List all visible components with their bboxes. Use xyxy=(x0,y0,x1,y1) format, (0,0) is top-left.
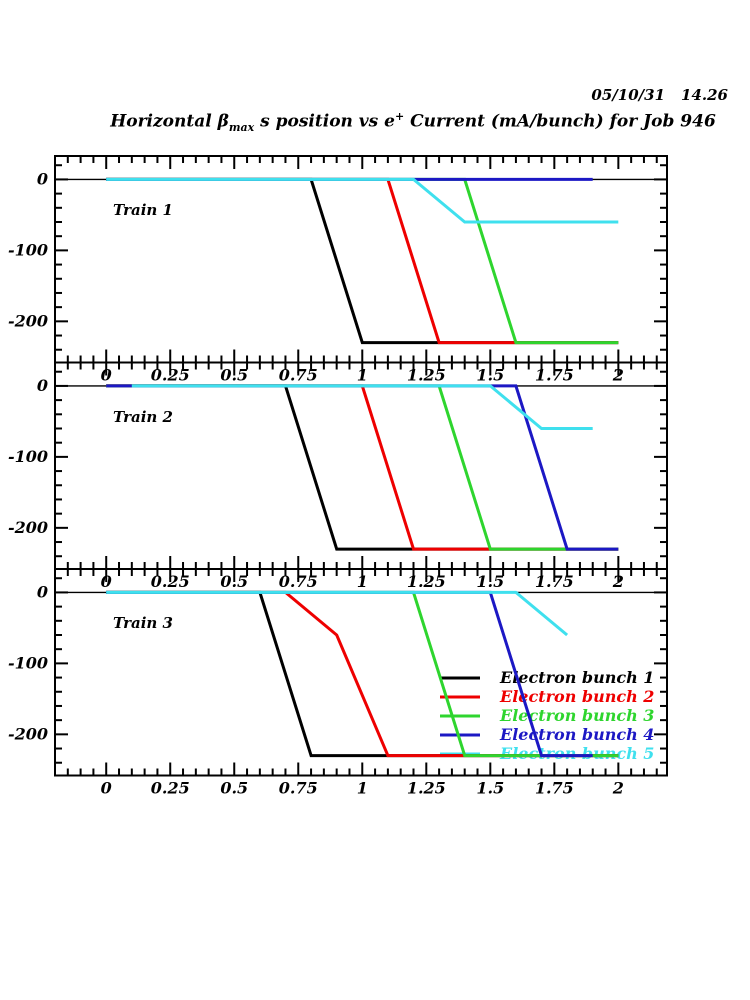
series-line-train-1-electron-bunch-5 xyxy=(106,177,619,224)
series-line-train-1-electron-bunch-3 xyxy=(106,177,619,345)
title-mid: s position vs e xyxy=(254,111,395,132)
panel-frame xyxy=(54,155,668,364)
panel-frame xyxy=(54,361,668,570)
panel-frame xyxy=(54,568,668,777)
title-beta-subscript: max xyxy=(228,121,255,135)
panel-label-train-2: Train 2 xyxy=(113,408,173,426)
series-line-train-1-electron-bunch-1 xyxy=(106,177,619,345)
series-line-train-2-electron-bunch-4 xyxy=(106,384,619,551)
title-superscript: + xyxy=(395,110,405,123)
chart-title: Horizontal βmax s position vs e+ Current… xyxy=(60,110,750,134)
series-line-train-2-electron-bunch-5 xyxy=(131,384,593,430)
series-line-train-1-electron-bunch-2 xyxy=(106,177,619,345)
x-tick-label: 0.5 xyxy=(220,779,248,798)
y-tick-label: -200 xyxy=(8,518,48,537)
title-suffix: Current (mA/bunch) for Job 946 xyxy=(404,111,716,132)
legend-label-electron-bunch-1: Electron bunch 1 xyxy=(499,668,654,687)
legend-label-electron-bunch-5: Electron bunch 5 xyxy=(499,744,654,763)
x-tick-label: 0 xyxy=(101,779,112,798)
y-tick-label: -100 xyxy=(8,653,48,672)
panel-label-train-3: Train 3 xyxy=(113,614,173,632)
x-tick-label: 1.75 xyxy=(535,779,574,798)
timestamp: 05/10/31 14.26 xyxy=(0,86,728,104)
title-prefix: Horizontal β xyxy=(110,111,229,132)
y-tick-label: -200 xyxy=(8,724,48,743)
x-tick-label: 1.25 xyxy=(407,779,446,798)
timestamp-time: 14.26 xyxy=(681,86,728,104)
legend-label-electron-bunch-3: Electron bunch 3 xyxy=(499,706,654,725)
timestamp-date: 05/10/31 xyxy=(591,86,666,104)
panel-label-train-1: Train 1 xyxy=(113,201,173,219)
y-tick-label: -100 xyxy=(8,240,48,259)
legend-label-electron-bunch-4: Electron bunch 4 xyxy=(499,725,654,744)
x-tick-label: 0.25 xyxy=(151,779,190,798)
legend-label-electron-bunch-2: Electron bunch 2 xyxy=(499,687,654,706)
x-tick-label: 0.75 xyxy=(279,779,318,798)
y-tick-label: -200 xyxy=(8,311,48,330)
y-tick-label: 0 xyxy=(37,169,48,188)
y-tick-label: -100 xyxy=(8,447,48,466)
y-tick-label: 0 xyxy=(37,582,48,601)
x-tick-label: 1.5 xyxy=(476,779,504,798)
x-tick-label: 1 xyxy=(357,779,368,798)
y-tick-label: 0 xyxy=(37,376,48,395)
series-line-train-3-electron-bunch-5 xyxy=(106,590,569,637)
x-tick-label: 2 xyxy=(612,779,624,798)
